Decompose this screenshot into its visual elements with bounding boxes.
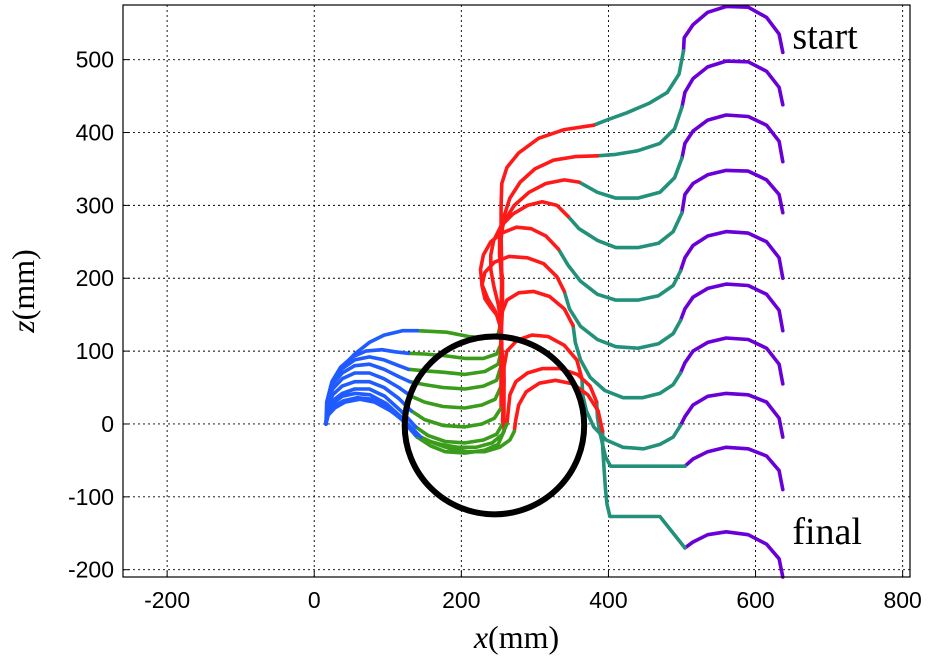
- trajectory-5: [324, 225, 785, 426]
- x-tick-label: 800: [883, 587, 921, 613]
- segment-green: [409, 406, 503, 429]
- segment-purple: [680, 168, 785, 215]
- grid-lines: [123, 5, 910, 577]
- y-axis-unit: (mm): [5, 249, 41, 320]
- y-tick-label: 500: [76, 47, 114, 73]
- x-tick-label: 0: [308, 587, 321, 613]
- segment-red: [512, 378, 605, 434]
- segment-teal: [566, 210, 684, 250]
- segment-teal: [591, 49, 686, 127]
- plot-frame: [122, 4, 911, 578]
- segment-purple: [680, 59, 785, 109]
- segment-teal: [600, 429, 687, 550]
- trajectory-10: [324, 378, 785, 579]
- x-tick-label: -200: [144, 587, 190, 613]
- y-tick-label: -100: [68, 484, 114, 510]
- trajectory-7: [324, 289, 785, 445]
- segment-purple: [678, 282, 785, 333]
- segment-teal: [571, 323, 683, 400]
- y-tick-label: 200: [76, 265, 114, 291]
- obstacle-circle: [401, 333, 588, 518]
- segment-red: [505, 366, 599, 426]
- segment-purple: [681, 4, 785, 55]
- y-tick-label: 300: [76, 192, 114, 218]
- x-tick-label: 600: [736, 587, 774, 613]
- x-axis-unit: (mm): [488, 619, 559, 655]
- segment-green: [406, 342, 503, 361]
- obstacle-circle-path: [401, 333, 588, 518]
- x-tick-label: 400: [589, 587, 627, 613]
- segment-purple: [678, 229, 785, 280]
- y-axis-label: z(mm): [5, 249, 41, 334]
- segment-purple: [678, 391, 785, 439]
- segment-purple: [683, 445, 785, 492]
- x-tick-label: 200: [442, 587, 480, 613]
- segment-green: [408, 363, 503, 391]
- segment-green: [409, 384, 503, 410]
- y-axis-variable: z: [5, 320, 41, 334]
- y-tick-label: -200: [68, 557, 114, 583]
- trajectory-4: [324, 168, 785, 426]
- y-tick-label: 100: [76, 338, 114, 364]
- segment-teal: [595, 105, 684, 158]
- segment-red: [499, 289, 575, 426]
- x-axis-label: x(mm): [473, 619, 559, 655]
- segment-teal: [594, 400, 687, 468]
- annotation-start: start: [792, 16, 858, 58]
- segment-purple: [683, 530, 785, 579]
- tick-labels: -200 0 200 400 600 800 -200 -100 0 100 200 300 400 50…: [68, 47, 922, 613]
- segment-teal: [580, 377, 683, 451]
- y-tick-label: 0: [101, 411, 114, 437]
- x-axis-variable: x: [473, 619, 488, 655]
- segment-teal: [577, 156, 684, 200]
- segment-green: [413, 422, 505, 445]
- segment-blue: [324, 397, 423, 439]
- annotation-final: final: [792, 511, 862, 553]
- trajectory-curves: [324, 4, 785, 579]
- segment-teal: [556, 247, 683, 302]
- segment-purple: [678, 336, 785, 386]
- segment-teal: [562, 289, 683, 350]
- segment-purple: [680, 113, 785, 164]
- y-tick-label: 400: [76, 120, 114, 146]
- trajectory-8: [324, 333, 785, 455]
- segment-green: [419, 429, 517, 454]
